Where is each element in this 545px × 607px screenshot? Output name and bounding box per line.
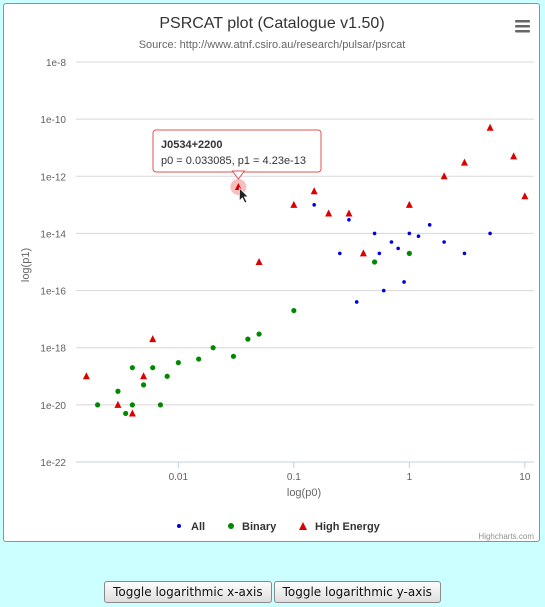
y-tick-label: 1e-18 <box>40 344 66 355</box>
legend[interactable]: All Binary High Energy <box>177 521 381 533</box>
data-point[interactable] <box>405 200 413 208</box>
data-point[interactable] <box>372 231 377 236</box>
legend-marker-high-energy <box>299 522 307 530</box>
data-point[interactable] <box>521 192 529 200</box>
series-binary <box>95 250 412 417</box>
legend-label-binary: Binary <box>242 521 277 533</box>
y-tick-label: 1e-14 <box>40 229 66 240</box>
data-point[interactable] <box>310 187 318 195</box>
data-point[interactable] <box>338 251 342 256</box>
y-tick-label: 1e-12 <box>40 172 66 183</box>
data-point[interactable] <box>95 402 101 408</box>
mouse-cursor-icon <box>238 186 250 204</box>
tooltip-pulsar-name: J0534+2200 <box>161 139 222 151</box>
legend-label-high-energy: High Energy <box>315 521 381 533</box>
data-point[interactable] <box>381 288 386 293</box>
data-point[interactable] <box>82 372 90 380</box>
tooltip-values: p0 = 0.033085, p1 = 4.23e-13 <box>161 155 306 167</box>
tooltip-pointer <box>231 170 246 180</box>
data-point[interactable] <box>312 203 316 207</box>
data-point[interactable] <box>150 365 156 371</box>
y-tick-label: 1e-8 <box>46 58 66 69</box>
data-point[interactable] <box>396 246 400 251</box>
data-point[interactable] <box>440 172 448 180</box>
data-point[interactable] <box>389 240 394 244</box>
data-point[interactable] <box>488 231 492 236</box>
data-point[interactable] <box>230 353 237 359</box>
data-point[interactable] <box>291 307 297 314</box>
x-tick-label: 10 <box>519 472 531 483</box>
data-point[interactable] <box>427 223 432 227</box>
data-point[interactable] <box>442 240 446 244</box>
data-point[interactable] <box>462 251 467 256</box>
toggle-log-x-button[interactable]: Toggle logarithmic x-axis <box>104 581 272 603</box>
data-point[interactable] <box>255 258 263 265</box>
legend-item-all[interactable]: All <box>177 521 205 533</box>
data-point[interactable] <box>245 336 251 342</box>
x-tick-label: 0.01 <box>169 472 189 483</box>
tooltip: J0534+2200 p0 = 0.033085, p1 = 4.23e-13 <box>152 129 322 180</box>
data-point[interactable] <box>164 373 170 379</box>
x-tick-label: 0.1 <box>287 472 301 483</box>
data-point[interactable] <box>359 249 367 257</box>
y-tick-label: 1e-20 <box>40 401 66 412</box>
data-point[interactable] <box>345 209 353 217</box>
data-point[interactable] <box>510 152 518 160</box>
data-point[interactable] <box>371 259 378 265</box>
data-point[interactable] <box>129 402 135 408</box>
data-point[interactable] <box>402 280 406 284</box>
data-point[interactable] <box>256 331 262 337</box>
data-point[interactable] <box>460 158 468 166</box>
data-point[interactable] <box>196 356 202 362</box>
data-point[interactable] <box>407 231 412 236</box>
legend-item-high-energy[interactable]: High Energy <box>299 521 381 533</box>
data-point[interactable] <box>129 365 135 371</box>
legend-marker-binary <box>228 523 234 529</box>
data-point[interactable] <box>140 382 147 388</box>
data-point[interactable] <box>123 410 129 417</box>
data-points <box>82 123 529 417</box>
data-point[interactable] <box>347 217 351 222</box>
x-tick-label: 1 <box>407 472 413 483</box>
data-point[interactable] <box>377 251 382 256</box>
chart-title: PSRCAT plot (Catalogue v1.50) <box>159 15 384 32</box>
y-tick-label: 1e-10 <box>40 115 66 126</box>
legend-item-binary[interactable]: Binary <box>228 521 277 533</box>
data-point[interactable] <box>114 400 122 408</box>
credits-link[interactable]: Highcharts.com <box>478 532 534 541</box>
data-point[interactable] <box>354 300 359 304</box>
data-point[interactable] <box>175 360 181 366</box>
x-axis-ticks: 0.01 0.1 1 10 <box>76 461 534 483</box>
data-point[interactable] <box>416 234 421 238</box>
axis-toggle-controls: Toggle logarithmic x-axis Toggle logarit… <box>0 581 545 603</box>
data-point[interactable] <box>486 123 494 131</box>
legend-label-all: All <box>191 521 205 533</box>
data-point[interactable] <box>406 250 412 256</box>
data-point[interactable] <box>210 345 216 351</box>
data-point[interactable] <box>128 409 136 417</box>
chart-panel: PSRCAT plot (Catalogue v1.50) Source: ht… <box>3 3 540 542</box>
y-axis-ticks: 1e-22 1e-20 1e-18 1e-16 1e-14 1e-12 1e-10 1e-8 <box>40 58 66 469</box>
hamburger-menu-icon[interactable] <box>512 17 532 35</box>
data-point[interactable] <box>157 402 164 408</box>
data-point[interactable] <box>115 388 121 394</box>
scatter-chart: PSRCAT plot (Catalogue v1.50) Source: ht… <box>20 15 534 541</box>
grid-lines <box>76 61 534 463</box>
series-high-energy <box>82 123 529 417</box>
data-point[interactable] <box>149 335 157 343</box>
chart-subtitle: Source: http://www.atnf.csiro.au/researc… <box>139 39 406 51</box>
y-tick-label: 1e-22 <box>40 458 66 469</box>
data-point[interactable] <box>290 200 298 208</box>
data-point[interactable] <box>325 209 333 217</box>
data-point[interactable] <box>140 372 148 380</box>
series-all <box>312 203 492 304</box>
y-tick-label: 1e-16 <box>40 287 66 298</box>
x-axis-title: log(p0) <box>287 487 321 499</box>
y-axis-title: log(p1) <box>20 248 32 282</box>
toggle-log-y-button[interactable]: Toggle logarithmic y-axis <box>273 581 441 603</box>
legend-marker-all <box>177 524 181 528</box>
